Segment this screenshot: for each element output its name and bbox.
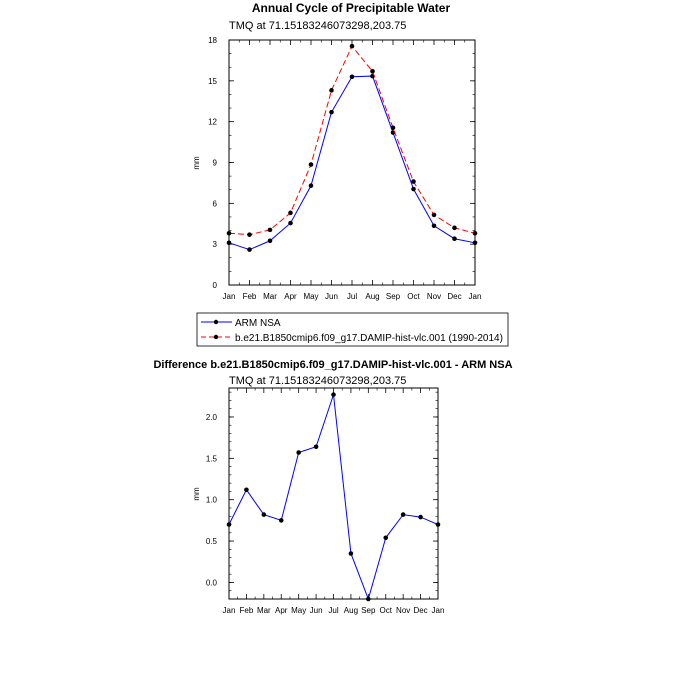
chart2-xtick-label: Jan — [432, 606, 445, 615]
chart2-plot: Jan Feb Mar Apr May Jun Jul Aug Sep Oct Nov Dec Jan 0… — [206, 387, 445, 615]
chart1-xtick-label: Jan — [223, 292, 236, 301]
legend-marker-model — [213, 334, 219, 340]
chart2-ylabel: mm — [192, 487, 201, 501]
chart2-series-0-line — [228, 394, 439, 601]
chart2-xtick-label: Oct — [380, 606, 393, 615]
chart1-ytick-label: 3 — [213, 240, 218, 249]
chart2-xtick-label: Nov — [396, 606, 410, 615]
chart2-ytick-label: 2.0 — [206, 413, 218, 422]
chart1-xtick-label: May — [303, 292, 318, 301]
chart2-ytick-label: 1.5 — [206, 454, 218, 463]
chart1-series-1-point — [288, 210, 293, 216]
chart1-xtick-label: Apr — [284, 292, 297, 301]
chart1-series-1-point — [349, 43, 355, 49]
chart2-xtick-label: Mar — [257, 606, 271, 615]
chart1-ytick-label: 6 — [213, 199, 218, 208]
chart1-series-1-point — [452, 225, 457, 231]
chart1-series-1-point — [472, 230, 478, 236]
chart1-legend: ARM NSA b.e21.B1850cmip6.f09_g17.DAMIP-h… — [196, 312, 509, 347]
chart2-series-0-point — [226, 522, 232, 527]
chart2-series-0-point — [331, 392, 336, 397]
chart1-series-1-point — [370, 69, 375, 74]
chart1-series-0-point — [308, 183, 314, 188]
chart2-series-0-point — [418, 514, 423, 520]
chart2-ytick-label: 0.0 — [206, 578, 218, 587]
chart2-series-0-point — [313, 444, 319, 450]
chart2-series-0-point — [435, 522, 441, 527]
legend-box — [196, 312, 509, 347]
chart1-ytick-label: 18 — [208, 36, 217, 45]
chart1-xtick-label: Nov — [427, 292, 441, 301]
chart2-title: Difference b.e21.B1850cmip6.f09_g17.DAMI… — [153, 359, 512, 371]
chart1-xtick-label: Oct — [407, 292, 420, 301]
chart2-xtick-label: Feb — [240, 606, 254, 615]
chart1-series-0-point — [288, 220, 293, 226]
chart1-series-0-point — [267, 238, 273, 244]
chart2-series-0-point — [296, 450, 301, 455]
chart2-xtick-label: Dec — [413, 606, 427, 615]
chart2-subtitle: TMQ at 71.15183246073298,203.75 — [229, 375, 406, 387]
chart2-series-0-point — [383, 535, 389, 541]
chart1-series-1-point — [431, 212, 437, 218]
chart1-ytick-label: 0 — [213, 281, 218, 290]
chart1-plot: Jan Feb Mar Apr May Jun Jul Aug Sep Oct Nov Dec Jan 0… — [208, 36, 481, 301]
chart1-xtick-label: Jun — [325, 292, 338, 301]
legend-label-arm: ARM NSA — [235, 318, 281, 329]
chart1-series-0-line — [228, 75, 476, 251]
chart1-series-0-point — [452, 236, 457, 242]
chart2-ytick-label: 0.5 — [206, 537, 218, 546]
chart2-series-0-point — [400, 512, 406, 517]
chart1-series-0-point — [247, 247, 252, 252]
chart1-series-1-point — [247, 232, 252, 237]
chart1-xtick-label: Jan — [469, 292, 482, 301]
chart1-xtick-label: Dec — [447, 292, 461, 301]
chart1-xtick-label: Sep — [386, 292, 401, 301]
chart1-ylabel: mm — [192, 156, 201, 170]
chart1-series-1-point — [267, 227, 273, 233]
chart2-xtick-label: Apr — [275, 606, 288, 615]
chart2-series-0-point — [278, 518, 284, 523]
chart2-series-0-point — [244, 487, 249, 493]
chart1-series-0-point — [411, 186, 416, 192]
chart2-series-0-point — [348, 551, 354, 556]
chart2-xtick-label: May — [291, 606, 306, 615]
chart1-series-1-point — [329, 88, 334, 93]
chart1-subtitle: TMQ at 71.15183246073298,203.75 — [229, 20, 406, 32]
legend-label-model: b.e21.B1850cmip6.f09_g17.DAMIP-hist-vlc.… — [235, 333, 503, 344]
chart2-xtick-label: Jun — [310, 606, 323, 615]
chart1-xtick-label: Mar — [263, 292, 277, 301]
chart1-series-1-point — [308, 162, 314, 167]
chart2-xtick-label: Jul — [328, 606, 338, 615]
chart2-series-0-point — [366, 596, 371, 602]
chart1-series-1-point — [390, 125, 396, 131]
chart1-xtick-label: Aug — [365, 292, 379, 301]
chart1-series-1-point — [226, 230, 232, 236]
chart1-series-0-point — [472, 240, 478, 246]
chart1-series-0-point — [329, 109, 334, 115]
chart1-series-1-line — [228, 45, 476, 236]
chart2-xtick-label: Jan — [223, 606, 236, 615]
chart2-ytick-label: 1.0 — [206, 496, 218, 505]
chart1-ytick-label: 12 — [208, 118, 217, 127]
chart1-ytick-label: 9 — [213, 159, 218, 168]
chart2-xtick-label: Aug — [344, 606, 358, 615]
chart2-xtick-label: Sep — [361, 606, 376, 615]
chart1-series-0-point — [226, 240, 232, 246]
chart1-xtick-label: Jul — [347, 292, 357, 301]
chart1-title: Annual Cycle of Precipitable Water — [252, 1, 451, 15]
chart1-ytick-label: 15 — [208, 77, 217, 86]
chart2-frame — [228, 387, 439, 600]
chart1-series-0-point — [431, 223, 437, 229]
chart1-series-0-point — [349, 74, 355, 80]
chart2-series-0-point — [261, 512, 267, 517]
chart1-xtick-label: Feb — [243, 292, 257, 301]
legend-marker-arm — [213, 319, 219, 325]
chart1-series-1-point — [411, 179, 416, 184]
